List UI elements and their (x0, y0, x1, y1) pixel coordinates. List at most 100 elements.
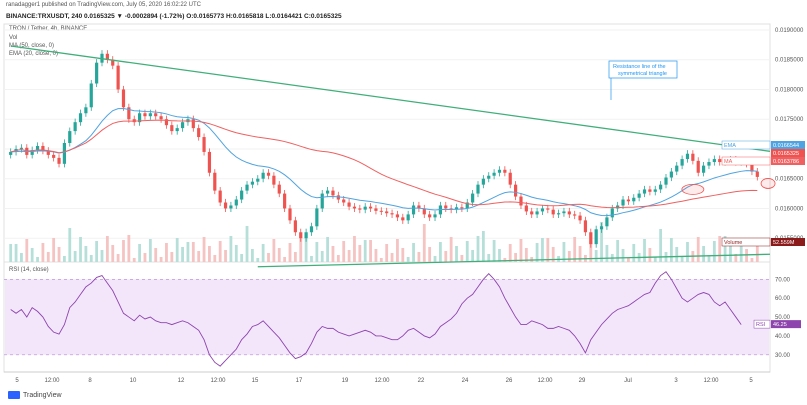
candle-body (342, 199, 346, 203)
candle-body (250, 181, 254, 185)
volume-bar (567, 251, 571, 262)
rsi-title[interactable]: RSI (14, close) (9, 267, 49, 273)
volume-bar (422, 224, 426, 262)
candle-body (530, 211, 534, 215)
price-badge-value-box (771, 149, 805, 157)
volume-bar (73, 251, 77, 262)
volume-bar (342, 241, 346, 262)
candle-body (626, 199, 630, 202)
volume-bar (578, 246, 582, 262)
candle-body (685, 153, 690, 160)
volume-bar (541, 238, 544, 262)
rsi-label-box (753, 319, 771, 329)
time-axis-label: 12:00 (210, 378, 226, 384)
resistance-trendline[interactable] (10, 45, 771, 152)
volume-bar (455, 246, 458, 262)
volume-bar (148, 239, 152, 262)
candle-body (390, 213, 394, 215)
candle-body (675, 165, 679, 172)
volume-badge-label: Volume (724, 240, 742, 246)
annotation-text: Resistance line of the (613, 64, 666, 70)
volume-bar (256, 258, 260, 262)
candle-body (138, 113, 142, 123)
time-axis-label: 10 (130, 378, 137, 384)
volume-bar (524, 248, 528, 262)
candle-body (159, 116, 163, 120)
candle-body (621, 199, 625, 206)
time-axis-label: 24 (462, 378, 469, 384)
candle-body (218, 190, 222, 203)
volume-bar (132, 258, 136, 262)
candle-body (712, 159, 716, 163)
candle-body (234, 199, 238, 206)
volume-bar (680, 256, 684, 262)
volume-bar (20, 253, 23, 262)
candle-body (223, 202, 228, 209)
volume-bar (723, 236, 727, 262)
volume-bar (353, 236, 356, 262)
volume-bar (396, 239, 399, 262)
ema-badge-value: 0.0166544 (773, 143, 799, 149)
time-axis-label: 29 (579, 378, 586, 384)
volume-bar (417, 252, 421, 262)
volume-bar (105, 236, 109, 262)
annotation-box[interactable] (608, 60, 678, 79)
candle-body (583, 220, 588, 233)
volume-bar (460, 255, 464, 262)
ema-badge-label-box (721, 140, 771, 150)
candle-body (170, 125, 174, 132)
candle-body (68, 131, 72, 143)
volume-bar (272, 239, 276, 262)
candle-body (589, 232, 593, 245)
support-trendline[interactable] (257, 253, 771, 268)
volume-bar (208, 246, 211, 262)
candle-body (395, 214, 400, 218)
candle-body (406, 214, 410, 221)
volume-bar (57, 247, 61, 262)
volume-bar (600, 222, 603, 262)
volume-bar (616, 240, 620, 262)
volume-bar (653, 257, 657, 262)
volume-bar (202, 237, 206, 262)
indicator-ema[interactable]: EMA (20, close, 0) (9, 51, 59, 57)
volume-bar (492, 240, 496, 262)
candle-body (659, 184, 663, 190)
volume-bar (63, 256, 66, 262)
candle-body (95, 62, 99, 84)
candle-body (616, 205, 620, 209)
volume-bar (412, 243, 415, 262)
volume-bar (36, 257, 39, 262)
rsi-tick-label: 60.00 (775, 296, 791, 302)
price-tick-label: 0.0185000 (775, 58, 804, 64)
candle-body (594, 229, 598, 245)
volume-badge-value: 52.559M (773, 240, 795, 246)
volume-bar (562, 242, 566, 262)
indicator-volume[interactable]: Vol (9, 35, 18, 41)
candle-body (718, 159, 722, 163)
candle-body (309, 226, 314, 233)
candle-body (664, 177, 668, 185)
indicator-ma[interactable]: MA (50, close, 0) (9, 43, 55, 49)
candle-body (347, 202, 351, 207)
volume-bar (627, 258, 630, 262)
time-axis-label: 12:00 (374, 378, 390, 384)
indicator-symbol[interactable]: TRON / Tether, 4h, BINANCE (9, 26, 88, 32)
price-tick-label: 0.0190000 (775, 28, 804, 34)
candle-body (648, 189, 652, 192)
volume-bar (503, 258, 507, 262)
volume-bar (165, 243, 168, 262)
rsi-tick-label: 70.00 (775, 277, 791, 283)
candle-body (428, 214, 432, 218)
candle-body (492, 172, 496, 176)
candle-body (240, 190, 244, 200)
time-axis-label: 15 (252, 378, 259, 384)
candle-body (84, 107, 88, 114)
volume-bar (379, 258, 383, 262)
candle-body (352, 206, 357, 209)
volume-bar (755, 244, 759, 262)
price-tick-label: 0.0180000 (775, 87, 804, 93)
candle-body (653, 189, 657, 192)
time-axis-label: 26 (506, 378, 513, 384)
candle-body (111, 59, 115, 66)
